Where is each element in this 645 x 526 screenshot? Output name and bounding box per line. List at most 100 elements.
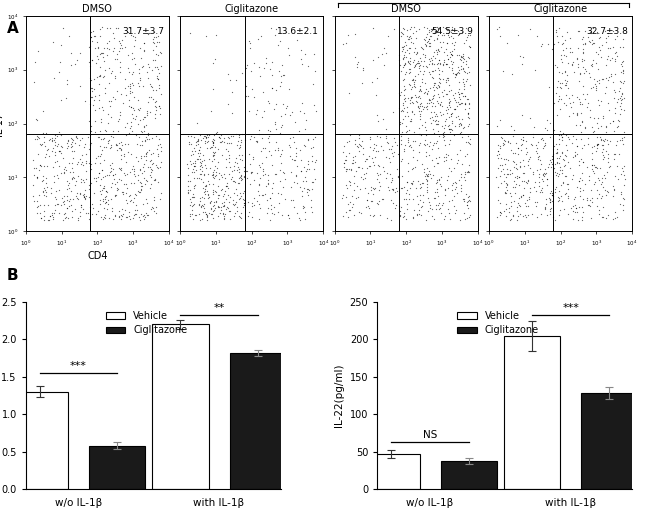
Point xyxy=(464,42,475,50)
Point xyxy=(611,97,622,106)
Point xyxy=(518,156,528,164)
Point xyxy=(194,152,204,160)
Point xyxy=(206,197,217,206)
Point xyxy=(587,198,597,206)
Point xyxy=(137,115,148,123)
Point xyxy=(527,210,537,218)
Point xyxy=(499,139,509,148)
Point xyxy=(70,133,81,141)
Point xyxy=(106,183,116,191)
Point xyxy=(599,89,610,97)
Point xyxy=(241,167,251,176)
Point xyxy=(57,198,68,207)
Point xyxy=(557,68,568,77)
Point xyxy=(144,134,155,143)
Point xyxy=(186,150,196,159)
Point xyxy=(592,118,602,127)
Point xyxy=(269,210,279,218)
Point xyxy=(226,173,237,181)
Point xyxy=(424,96,435,104)
Point xyxy=(586,61,596,69)
Point xyxy=(99,72,109,80)
Point xyxy=(501,155,511,164)
Point xyxy=(501,205,511,213)
Point xyxy=(202,131,212,139)
Point xyxy=(110,191,120,199)
Point xyxy=(610,154,620,163)
Point xyxy=(443,80,453,89)
Point xyxy=(585,38,595,46)
Point xyxy=(139,123,149,131)
Point xyxy=(399,98,409,107)
Bar xyxy=(504,336,560,489)
Point xyxy=(555,83,565,91)
Legend: Vehicle, Ciglitazone: Vehicle, Ciglitazone xyxy=(102,307,191,339)
Point xyxy=(562,77,572,85)
Point xyxy=(397,154,408,163)
Point xyxy=(114,174,124,183)
Point xyxy=(433,89,444,98)
Point xyxy=(299,109,309,117)
Point xyxy=(99,204,109,212)
Point xyxy=(299,142,310,150)
Point xyxy=(501,188,511,197)
Point xyxy=(446,49,456,58)
Point xyxy=(254,126,264,134)
Point xyxy=(152,72,162,80)
Point xyxy=(404,190,414,198)
Point xyxy=(290,148,301,157)
Point xyxy=(551,149,562,157)
Point xyxy=(382,138,392,147)
Point xyxy=(511,207,522,215)
Point xyxy=(424,26,434,34)
Point xyxy=(536,42,546,50)
Point xyxy=(123,67,134,76)
Point xyxy=(586,186,596,194)
Point xyxy=(98,195,108,203)
Point xyxy=(244,36,255,45)
Point xyxy=(236,176,246,184)
Point xyxy=(558,178,568,187)
Point xyxy=(528,133,539,141)
Point xyxy=(399,183,410,191)
Point xyxy=(373,197,384,206)
Point xyxy=(133,96,143,104)
Point xyxy=(123,140,134,148)
Point xyxy=(402,137,413,146)
Point xyxy=(213,145,223,153)
Point xyxy=(251,110,261,118)
Point xyxy=(301,116,311,124)
Point xyxy=(34,134,44,143)
Point xyxy=(106,164,116,172)
Point xyxy=(562,28,572,36)
Point xyxy=(259,64,269,72)
Point xyxy=(63,181,73,189)
Point xyxy=(406,180,417,188)
Point xyxy=(228,200,239,209)
Point xyxy=(399,61,409,69)
Y-axis label: IL-22(pg/ml): IL-22(pg/ml) xyxy=(334,364,344,427)
Point xyxy=(213,211,224,220)
Point xyxy=(432,50,442,58)
Point xyxy=(357,164,367,173)
Point xyxy=(556,94,566,103)
Point xyxy=(464,139,474,147)
Point xyxy=(189,144,199,153)
Point xyxy=(308,100,319,109)
Point xyxy=(185,212,195,220)
Point xyxy=(450,89,461,98)
Point xyxy=(505,166,515,174)
Point xyxy=(213,201,223,210)
Point xyxy=(554,154,564,163)
Point xyxy=(518,53,528,62)
Point xyxy=(409,63,419,72)
Point xyxy=(437,201,448,210)
Point xyxy=(530,66,540,74)
Point xyxy=(215,205,226,214)
Point xyxy=(406,94,417,103)
Point xyxy=(362,164,372,172)
Point xyxy=(511,203,522,211)
Point xyxy=(297,60,307,68)
Point xyxy=(135,216,145,224)
Point xyxy=(438,129,448,138)
